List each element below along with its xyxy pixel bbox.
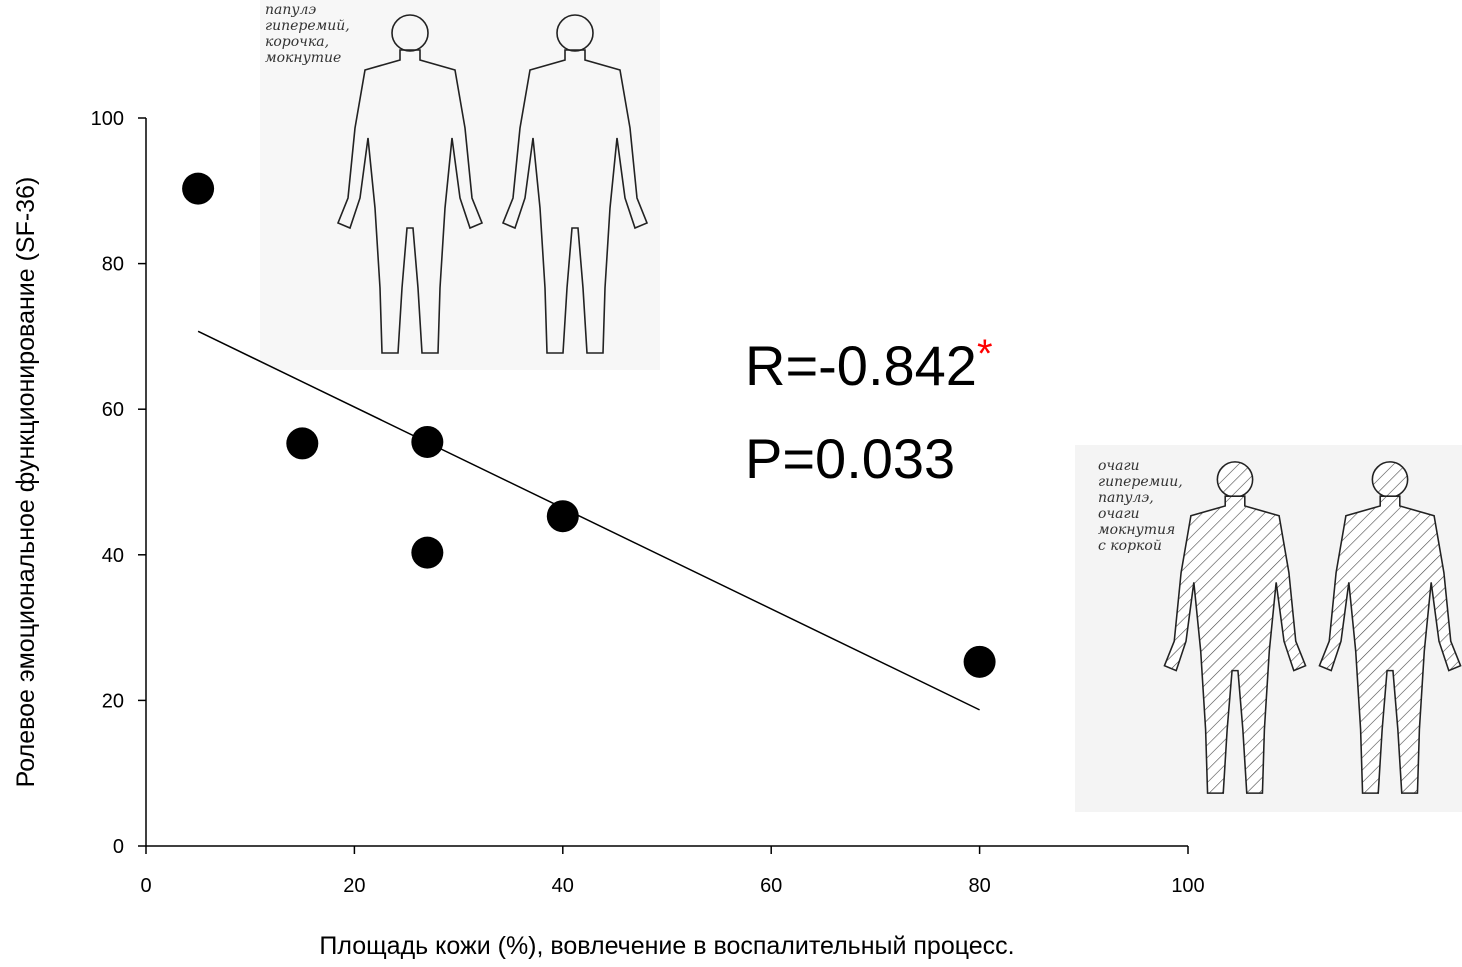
r-annotation: R=-0.842* [745, 332, 993, 397]
data-point [546, 500, 579, 533]
note-line: мокнутие [265, 50, 341, 66]
p-annotation: P=0.033 [745, 427, 955, 490]
sketch-severe: очаги гиперемии, папулэ, очаги мокнутия с кор… [1075, 445, 1462, 812]
note-line: папулэ, [1098, 490, 1154, 506]
trend-line [197, 330, 980, 711]
y-tick-label: 80 [102, 254, 124, 276]
x-tick-label: 0 [140, 875, 151, 897]
x-tick-label: 20 [343, 875, 365, 897]
data-point [411, 425, 444, 458]
note-line: папулэ [265, 2, 316, 18]
r-value: R=-0.842 [745, 334, 977, 397]
x-axis-label: Площадь кожи (%), вовлечение в воспалите… [319, 932, 1014, 960]
note-line: очаги [1098, 458, 1140, 474]
note-line: корочка, [265, 34, 329, 50]
significance-mark: * [977, 332, 993, 376]
note-line: очаги [1098, 506, 1140, 522]
note-line: мокнутия [1098, 522, 1175, 538]
data-point [411, 536, 444, 569]
y-tick-label: 0 [113, 836, 124, 858]
data-point [182, 172, 215, 205]
x-tick-label: 80 [968, 875, 990, 897]
note-line: гиперемии, [1098, 474, 1183, 490]
sketch-note: папулэ гиперемий, корочка, мокнутие [265, 2, 350, 66]
note-line: с коркой [1098, 538, 1162, 554]
y-tick-label: 60 [102, 399, 124, 421]
x-tick-label: 40 [552, 875, 574, 897]
sketch-note: очаги гиперемии, папулэ, очаги мокнутия с кор… [1098, 458, 1183, 554]
y-axis-label: Ролевое эмоциональное функционирование (… [12, 177, 40, 788]
data-point [286, 427, 319, 460]
x-tick-label: 60 [760, 875, 782, 897]
data-point [963, 645, 996, 678]
y-tick-label: 100 [91, 108, 124, 130]
y-tick-label: 20 [102, 690, 124, 712]
sketch-mild: папулэ гиперемий, корочка, мокнутие [260, 0, 660, 370]
y-tick-label: 40 [102, 545, 124, 567]
note-line: гиперемий, [265, 18, 350, 34]
x-tick-label: 100 [1171, 875, 1204, 897]
